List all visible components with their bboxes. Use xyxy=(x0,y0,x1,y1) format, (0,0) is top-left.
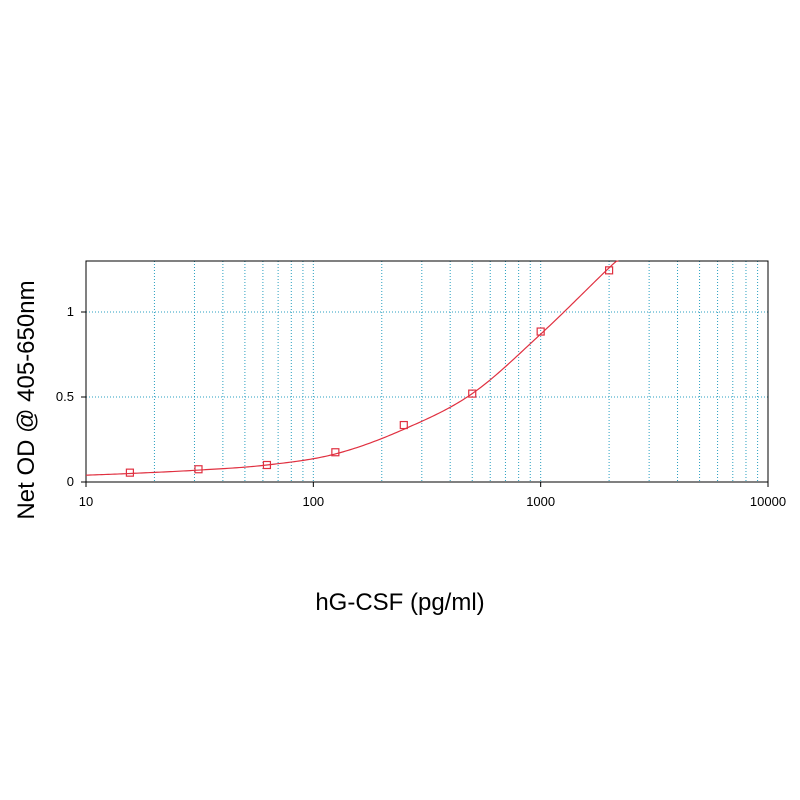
x-tick-label: 1000 xyxy=(526,494,555,509)
data-point xyxy=(262,460,272,470)
data-point xyxy=(605,266,614,275)
x-tick-label: 100 xyxy=(302,494,324,509)
axes: 10 100 1000 10000 0 0.5 1 xyxy=(56,304,786,509)
y-tick-label: 0 xyxy=(67,474,74,489)
fit-curve-layer xyxy=(85,260,619,476)
x-tick-label: 10000 xyxy=(750,494,786,509)
data-points xyxy=(125,266,614,477)
data-point xyxy=(468,389,477,398)
x-axis-title: hG-CSF (pg/ml) xyxy=(315,589,484,616)
grid-lines xyxy=(86,261,768,482)
fit-curve xyxy=(85,260,619,476)
plot-frame xyxy=(85,260,769,483)
data-point xyxy=(331,448,340,457)
y-tick-label: 0.5 xyxy=(56,389,74,404)
data-point xyxy=(399,420,408,430)
y-axis-title: Net OD @ 405-650nm xyxy=(13,280,40,519)
y-tick-label: 1 xyxy=(67,304,74,319)
x-tick-label: 10 xyxy=(79,494,93,509)
data-point xyxy=(536,327,545,336)
data-point xyxy=(194,465,203,474)
data-point xyxy=(125,468,135,477)
